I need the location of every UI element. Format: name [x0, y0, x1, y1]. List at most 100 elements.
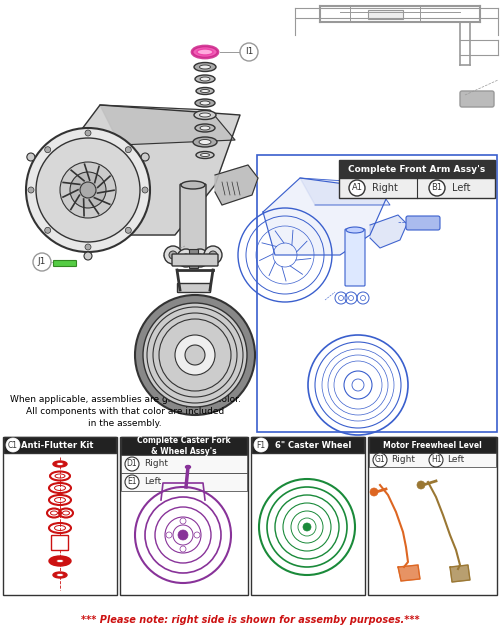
- Ellipse shape: [192, 46, 218, 58]
- Circle shape: [429, 453, 443, 467]
- Circle shape: [27, 153, 35, 161]
- Text: I1: I1: [245, 47, 253, 56]
- Circle shape: [6, 438, 20, 452]
- Circle shape: [240, 43, 258, 61]
- Circle shape: [126, 147, 132, 153]
- Text: Left: Left: [447, 456, 464, 465]
- Polygon shape: [215, 165, 258, 205]
- FancyBboxPatch shape: [120, 437, 248, 595]
- Text: Motor Freewheel Level: Motor Freewheel Level: [383, 441, 482, 449]
- Circle shape: [373, 453, 387, 467]
- Circle shape: [70, 172, 106, 208]
- FancyBboxPatch shape: [257, 155, 497, 432]
- Polygon shape: [100, 105, 235, 145]
- Circle shape: [135, 295, 255, 415]
- FancyBboxPatch shape: [190, 249, 198, 268]
- Text: Right: Right: [372, 183, 398, 193]
- FancyBboxPatch shape: [345, 229, 365, 286]
- Polygon shape: [370, 215, 407, 248]
- FancyBboxPatch shape: [339, 178, 495, 198]
- Polygon shape: [55, 105, 240, 235]
- Circle shape: [177, 249, 195, 267]
- Text: Anti-Flutter Kit: Anti-Flutter Kit: [21, 441, 93, 449]
- FancyBboxPatch shape: [180, 184, 206, 261]
- Circle shape: [26, 128, 150, 252]
- Text: D1: D1: [126, 460, 138, 468]
- Ellipse shape: [197, 49, 213, 55]
- FancyBboxPatch shape: [172, 254, 218, 266]
- Ellipse shape: [200, 89, 209, 92]
- Circle shape: [209, 251, 217, 259]
- FancyBboxPatch shape: [178, 284, 210, 292]
- Text: Right: Right: [391, 456, 415, 465]
- Text: 6" Caster Wheel: 6" Caster Wheel: [275, 441, 351, 449]
- Circle shape: [417, 481, 425, 489]
- Ellipse shape: [56, 560, 64, 563]
- Text: Complete Front Arm Assy's: Complete Front Arm Assy's: [348, 165, 486, 173]
- Ellipse shape: [200, 153, 209, 156]
- Circle shape: [182, 254, 190, 262]
- Circle shape: [169, 251, 177, 259]
- Text: J1: J1: [38, 258, 46, 266]
- FancyBboxPatch shape: [460, 91, 494, 107]
- Ellipse shape: [346, 227, 364, 233]
- Ellipse shape: [195, 124, 215, 132]
- Circle shape: [36, 138, 140, 242]
- Circle shape: [84, 252, 92, 260]
- Circle shape: [204, 246, 222, 264]
- Circle shape: [178, 530, 188, 540]
- Circle shape: [164, 246, 182, 264]
- Circle shape: [126, 227, 132, 234]
- Text: H1: H1: [431, 456, 442, 465]
- Circle shape: [141, 153, 149, 161]
- FancyBboxPatch shape: [52, 536, 68, 551]
- Ellipse shape: [193, 137, 217, 147]
- Text: Left: Left: [452, 183, 470, 193]
- Circle shape: [254, 438, 268, 452]
- FancyBboxPatch shape: [368, 10, 403, 19]
- Circle shape: [303, 523, 311, 531]
- Text: Left: Left: [144, 477, 161, 487]
- Ellipse shape: [53, 461, 67, 467]
- Text: in the assembly.: in the assembly.: [88, 420, 162, 429]
- Text: Complete Caster Fork
& Wheel Assy's: Complete Caster Fork & Wheel Assy's: [137, 436, 231, 456]
- Circle shape: [28, 187, 34, 193]
- Polygon shape: [398, 565, 420, 581]
- Text: A1: A1: [352, 184, 362, 192]
- Ellipse shape: [53, 572, 67, 578]
- Ellipse shape: [179, 255, 207, 265]
- Circle shape: [349, 180, 365, 196]
- Polygon shape: [450, 565, 470, 582]
- Text: E1: E1: [127, 477, 137, 487]
- Circle shape: [44, 147, 51, 153]
- Ellipse shape: [194, 111, 216, 120]
- Ellipse shape: [184, 257, 202, 263]
- Ellipse shape: [186, 465, 190, 468]
- FancyBboxPatch shape: [4, 437, 116, 453]
- Ellipse shape: [194, 63, 216, 72]
- Circle shape: [33, 253, 51, 271]
- FancyBboxPatch shape: [368, 437, 497, 595]
- Text: *** Please note: right side is shown for assemby purposes.***: *** Please note: right side is shown for…: [80, 615, 419, 625]
- Ellipse shape: [195, 75, 215, 83]
- Polygon shape: [263, 178, 390, 255]
- Ellipse shape: [196, 87, 214, 94]
- Circle shape: [196, 254, 204, 262]
- Circle shape: [125, 475, 139, 489]
- Text: C1: C1: [8, 441, 18, 449]
- Circle shape: [166, 532, 172, 538]
- Circle shape: [194, 532, 200, 538]
- Ellipse shape: [199, 139, 211, 144]
- FancyBboxPatch shape: [54, 261, 76, 266]
- Ellipse shape: [181, 181, 205, 189]
- Circle shape: [60, 162, 116, 218]
- Text: Right: Right: [144, 460, 168, 468]
- Text: F1: F1: [256, 441, 266, 449]
- FancyBboxPatch shape: [369, 437, 496, 453]
- Circle shape: [370, 488, 378, 496]
- Circle shape: [85, 244, 91, 250]
- Text: G1: G1: [374, 456, 386, 465]
- FancyBboxPatch shape: [3, 437, 117, 595]
- FancyBboxPatch shape: [121, 455, 247, 473]
- Text: B1: B1: [432, 184, 442, 192]
